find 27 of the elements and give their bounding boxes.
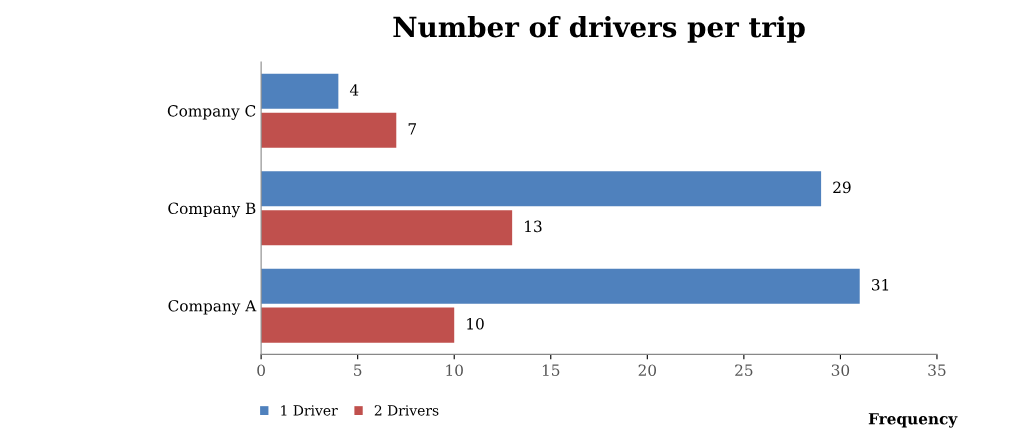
x-tick-label: 30 <box>831 364 850 376</box>
x-axis-title: Frequency <box>868 413 958 428</box>
data-label: 31 <box>872 279 889 291</box>
bar <box>261 171 822 207</box>
bar <box>261 112 397 148</box>
data-label: 13 <box>525 220 542 233</box>
x-tick-label: 10 <box>446 364 463 376</box>
x-tick-label: 0 <box>257 364 265 376</box>
x-tick-label: 25 <box>735 364 753 376</box>
data-label: 29 <box>833 181 851 194</box>
y-tick-label: Company C <box>167 105 256 120</box>
legend-label: 2 Drivers <box>374 405 439 416</box>
bar <box>261 210 513 246</box>
chart-title: Number of drivers per trip <box>393 15 805 43</box>
x-tick-label: 35 <box>928 364 946 376</box>
bar <box>261 73 339 109</box>
x-tick-label: 15 <box>542 364 560 376</box>
y-tick-label: Company A <box>168 300 257 315</box>
legend-label: 1 Driver <box>281 405 338 416</box>
y-tick-label: Company B <box>168 202 256 218</box>
data-label: 4 <box>349 84 359 96</box>
x-tick-label: 20 <box>638 364 657 376</box>
bar <box>261 307 455 343</box>
data-label: 10 <box>467 318 484 330</box>
bar <box>261 268 860 304</box>
data-label: 7 <box>408 123 417 135</box>
x-tick-label: 5 <box>354 364 362 376</box>
